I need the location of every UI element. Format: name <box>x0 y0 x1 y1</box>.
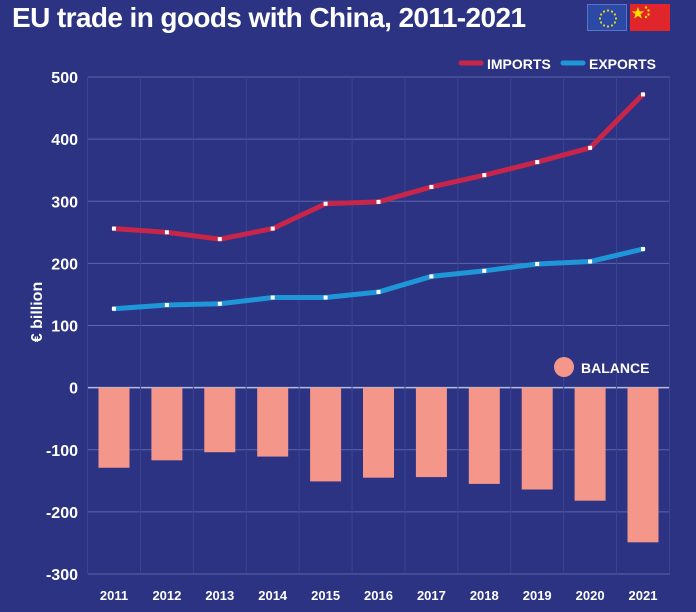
y-axis-label: € billion <box>29 282 46 342</box>
eu-star <box>613 21 617 24</box>
x-tick-label: 2013 <box>205 588 234 603</box>
x-tick-label: 2012 <box>152 588 181 603</box>
x-tick-label: 2018 <box>470 588 499 603</box>
legend-imports-label: IMPORTS <box>487 56 551 72</box>
eu-star <box>614 17 618 20</box>
eu-star <box>610 24 614 27</box>
balance-bar <box>98 387 130 468</box>
eu-star <box>599 13 603 16</box>
exports-point <box>376 289 381 294</box>
x-tick-label: 2015 <box>311 588 340 603</box>
eu-star <box>606 25 610 28</box>
balance-bar <box>627 387 659 543</box>
imports-point <box>429 184 434 189</box>
eu-star <box>599 21 603 24</box>
x-tick-label: 2020 <box>576 588 605 603</box>
legend-balance-label: BALANCE <box>581 360 649 376</box>
imports-point <box>164 230 169 235</box>
y-tick-label: 400 <box>51 132 78 149</box>
exports-point <box>482 268 487 273</box>
balance-bar <box>574 387 606 501</box>
balance-bar <box>468 387 500 484</box>
y-tick-label: 100 <box>51 319 78 336</box>
eu-flag-icon <box>587 4 627 31</box>
y-tick-label: -200 <box>46 505 78 522</box>
y-tick-label: 300 <box>51 194 78 211</box>
y-tick-label: 200 <box>51 256 78 273</box>
exports-point <box>217 301 222 306</box>
imports-point <box>376 199 381 204</box>
legend-balance-swatch <box>554 357 574 377</box>
exports-point <box>112 306 116 311</box>
balance-bar <box>415 387 447 478</box>
imports-point <box>482 173 487 178</box>
eu-star <box>613 13 617 16</box>
balance-bar <box>521 387 553 490</box>
eu-star <box>598 17 602 20</box>
balance-bar <box>151 387 183 461</box>
y-tick-label: -300 <box>46 567 78 584</box>
eu-stars <box>598 9 618 28</box>
x-tick-label: 2021 <box>629 588 658 603</box>
exports-point <box>164 302 169 307</box>
x-tick-label: 2016 <box>364 588 393 603</box>
imports-point <box>270 226 275 231</box>
china-stars <box>631 6 650 19</box>
x-tick-label: 2014 <box>258 588 288 603</box>
eu-star <box>610 10 614 13</box>
exports-point <box>429 274 434 279</box>
china-flag-icon <box>630 4 670 31</box>
eu-star <box>602 24 606 27</box>
eu-star <box>602 10 606 13</box>
balance-bar <box>204 387 236 453</box>
x-tick-label: 2017 <box>417 588 446 603</box>
exports-point <box>535 261 540 266</box>
imports-point <box>112 226 116 231</box>
exports-point <box>270 295 275 300</box>
balance-bar <box>363 387 394 478</box>
chart-title: EU trade in goods with China, 2011-2021 <box>12 2 526 33</box>
imports-point <box>641 92 645 97</box>
imports-point <box>588 145 593 150</box>
balance-bar <box>257 387 289 457</box>
eu-star <box>606 9 610 12</box>
exports-point <box>588 259 593 264</box>
y-tick-label: -100 <box>46 443 78 460</box>
imports-point <box>217 237 222 242</box>
balance-bar <box>310 387 342 482</box>
x-tick-label: 2019 <box>523 588 552 603</box>
y-tick-label: 0 <box>69 381 78 398</box>
imports-point <box>323 201 328 206</box>
exports-point <box>641 247 645 252</box>
imports-point <box>535 160 540 165</box>
y-tick-label: 500 <box>51 70 78 87</box>
x-tick-label: 2011 <box>100 588 128 603</box>
legend-exports-label: EXPORTS <box>589 56 656 72</box>
exports-point <box>323 295 328 300</box>
